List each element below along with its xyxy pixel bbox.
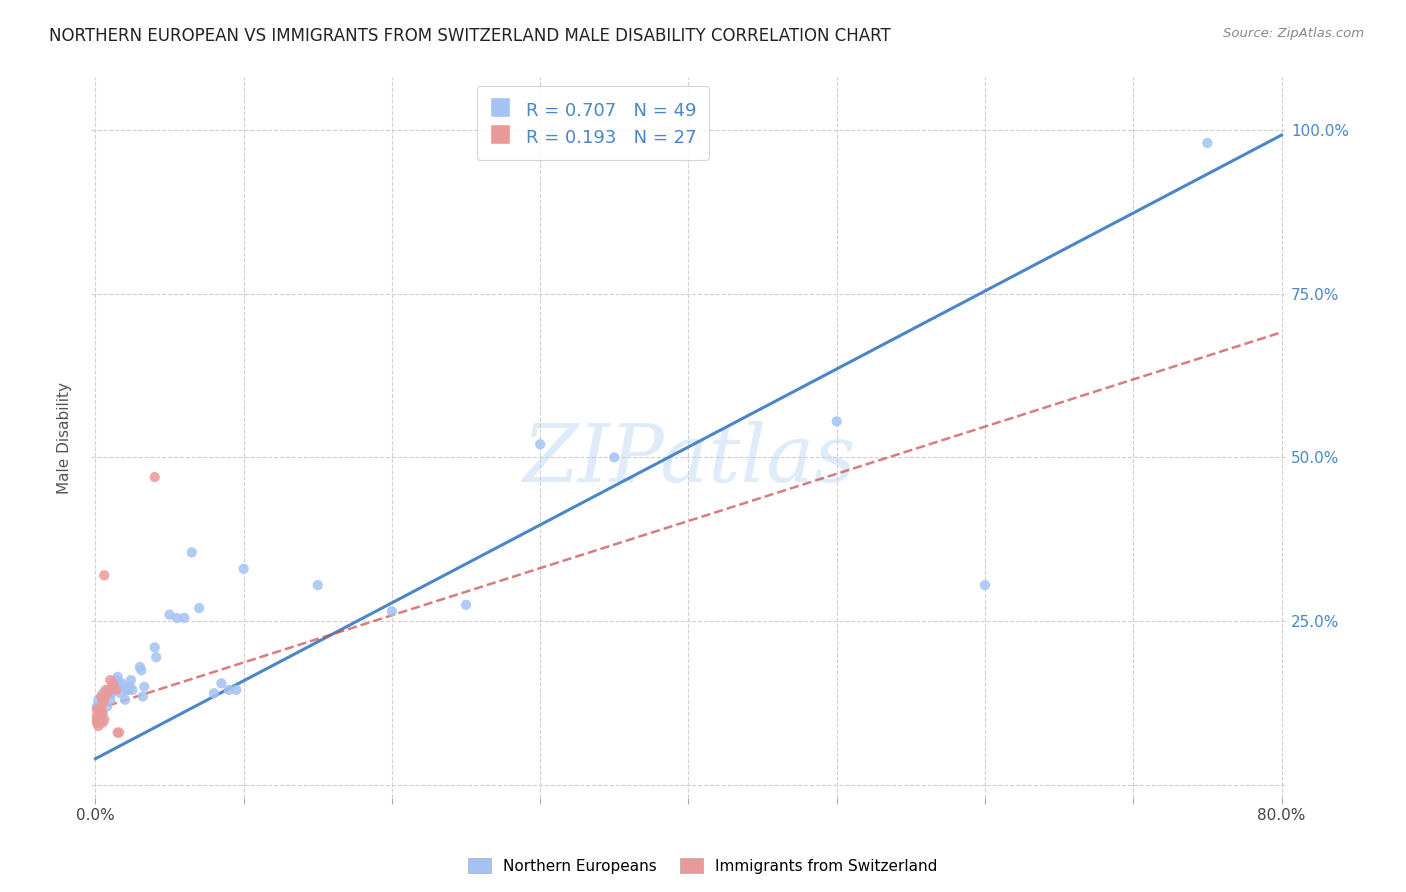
- Point: [188, 601, 211, 615]
- Point: [86, 703, 108, 717]
- Point: [86, 713, 108, 727]
- Point: [94, 686, 117, 700]
- Y-axis label: Male Disability: Male Disability: [58, 382, 72, 494]
- Point: [101, 680, 124, 694]
- Point: [209, 676, 232, 690]
- Point: [974, 578, 997, 592]
- Point: [98, 693, 121, 707]
- Point: [115, 683, 138, 698]
- Point: [143, 640, 166, 655]
- Point: [90, 706, 112, 720]
- Point: [91, 693, 114, 707]
- Point: [89, 709, 111, 723]
- Text: ZIPatlas: ZIPatlas: [522, 421, 855, 498]
- Point: [100, 686, 122, 700]
- Point: [93, 693, 115, 707]
- Point: [94, 683, 117, 698]
- Legend: R = 0.707   N = 49, R = 0.193   N = 27: R = 0.707 N = 49, R = 0.193 N = 27: [477, 87, 709, 160]
- Point: [825, 414, 848, 428]
- Point: [454, 598, 477, 612]
- Point: [87, 693, 110, 707]
- Point: [1197, 136, 1219, 150]
- Point: [159, 607, 181, 622]
- Point: [89, 699, 111, 714]
- Point: [97, 683, 120, 698]
- Point: [87, 703, 110, 717]
- Point: [225, 683, 247, 698]
- Point: [101, 676, 124, 690]
- Point: [145, 650, 167, 665]
- Point: [110, 686, 132, 700]
- Point: [143, 470, 166, 484]
- Point: [107, 725, 129, 739]
- Point: [117, 683, 139, 698]
- Point: [128, 660, 150, 674]
- Point: [90, 690, 112, 704]
- Point: [91, 706, 114, 720]
- Point: [166, 611, 188, 625]
- Point: [96, 686, 118, 700]
- Point: [107, 670, 129, 684]
- Point: [97, 686, 120, 700]
- Point: [108, 725, 131, 739]
- Point: [89, 715, 111, 730]
- Point: [131, 663, 153, 677]
- Point: [111, 676, 134, 690]
- Point: [114, 693, 136, 707]
- Point: [91, 715, 114, 730]
- Point: [93, 568, 115, 582]
- Point: [202, 686, 225, 700]
- Point: [132, 690, 155, 704]
- Point: [86, 709, 108, 723]
- Point: [218, 683, 240, 698]
- Point: [232, 562, 254, 576]
- Point: [90, 706, 112, 720]
- Point: [89, 703, 111, 717]
- Legend: Northern Europeans, Immigrants from Switzerland: Northern Europeans, Immigrants from Swit…: [463, 852, 943, 880]
- Point: [603, 450, 626, 465]
- Point: [381, 604, 404, 618]
- Point: [96, 699, 118, 714]
- Point: [98, 673, 121, 687]
- Point: [121, 683, 143, 698]
- Point: [86, 699, 108, 714]
- Point: [93, 693, 115, 707]
- Text: NORTHERN EUROPEAN VS IMMIGRANTS FROM SWITZERLAND MALE DISABILITY CORRELATION CHA: NORTHERN EUROPEAN VS IMMIGRANTS FROM SWI…: [49, 27, 891, 45]
- Point: [120, 673, 142, 687]
- Point: [87, 713, 110, 727]
- Point: [104, 676, 127, 690]
- Point: [529, 437, 551, 451]
- Point: [105, 673, 128, 687]
- Point: [180, 545, 202, 559]
- Point: [173, 611, 195, 625]
- Point: [105, 683, 128, 698]
- Point: [91, 696, 114, 710]
- Text: Source: ZipAtlas.com: Source: ZipAtlas.com: [1223, 27, 1364, 40]
- Point: [118, 680, 141, 694]
- Point: [87, 719, 110, 733]
- Point: [91, 686, 114, 700]
- Point: [93, 713, 115, 727]
- Point: [108, 676, 131, 690]
- Point: [86, 715, 108, 730]
- Point: [134, 680, 156, 694]
- Point: [307, 578, 329, 592]
